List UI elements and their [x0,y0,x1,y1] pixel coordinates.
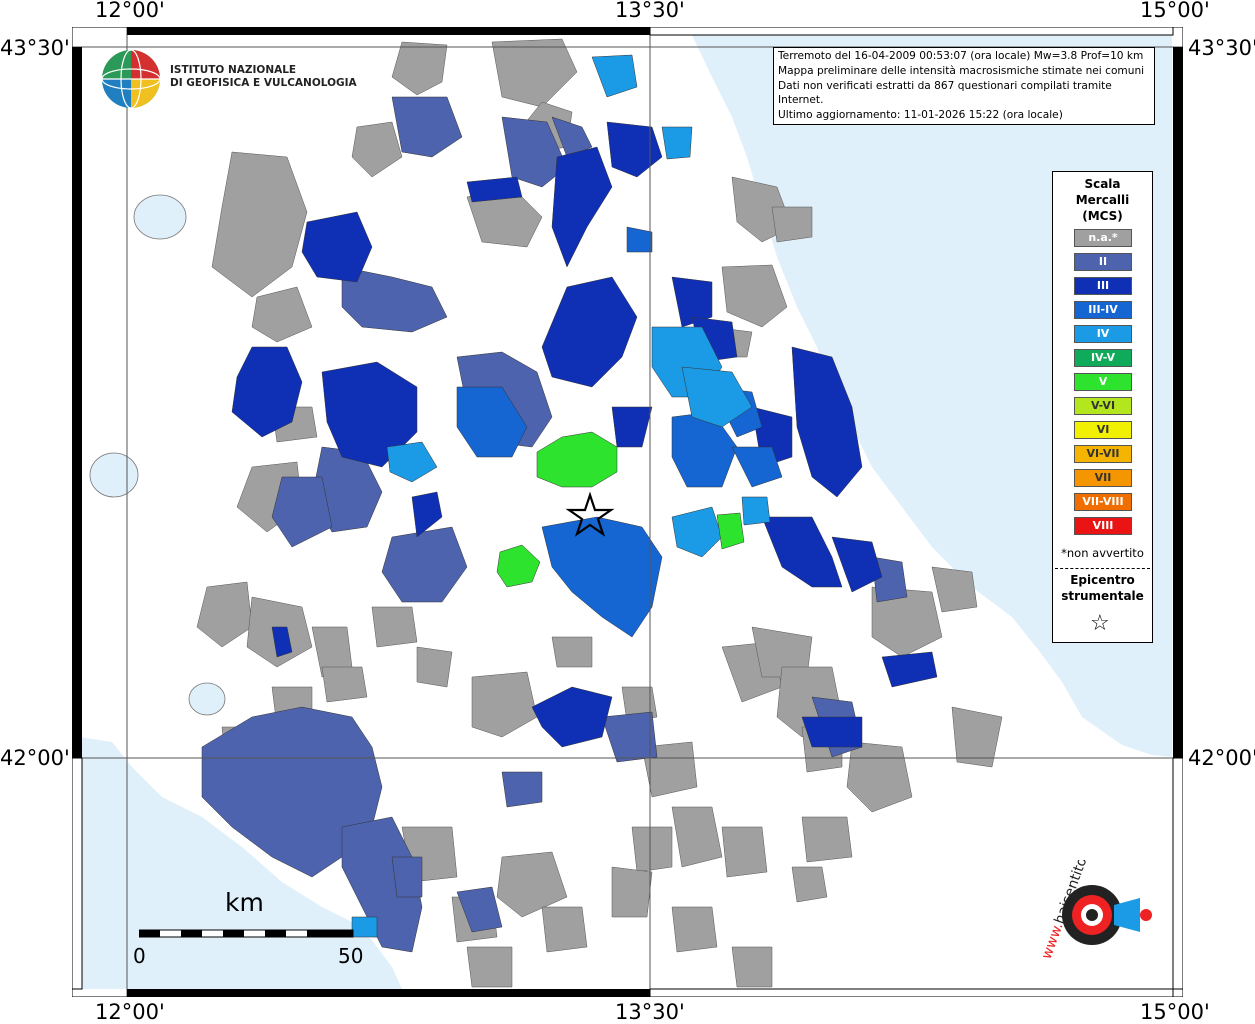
legend-epicenter-label: Epicentro strumentale [1053,572,1152,604]
intensity-III-IV [456,226,783,638]
lon-label-top-12: 12°00' [95,0,165,22]
lon-label-bottom-12: 12°00' [95,1000,165,1024]
lake-bolsena [89,452,139,498]
ingv-name: ISTITUTO NAZIONALE DI GEOFISICA E VULCAN… [170,64,357,90]
mcs-legend: Scala Mercalli (MCS) n.a.* II III III-IV IV I… [1052,171,1153,643]
legend-title-line3: (MCS) [1082,209,1123,223]
legend-item: IV [1074,325,1132,343]
legend-item: III [1074,277,1132,295]
epicenter-star [565,491,615,537]
intensity-V [496,431,745,588]
legend-item: VII [1074,469,1132,487]
intensity-II [201,96,908,953]
lat-label-left-42: 42°00' [0,746,70,770]
legend-item: n.a.* [1074,229,1132,247]
event-info-line1: Terremoto del 16-04-2009 00:53:07 (ora l… [778,50,1144,62]
scalebar-unit: km [225,888,264,917]
legend-item: V-VI [1074,397,1132,415]
event-info-line2: Mappa preliminare delle intensità macros… [778,64,1145,77]
event-info-line3: Dati non verificati estratti da 867 ques… [778,79,1112,107]
intensity-III [231,121,938,748]
lake-trasimeno [133,194,187,240]
event-info-line4: Ultimo aggiornamento: 11-01-2026 15:22 (… [778,109,1063,122]
ingv-name-line2: DI GEOFISICA E VULCANOLOGIA [170,77,357,89]
ingv-name-line1: ISTITUTO NAZIONALE [170,64,297,76]
legend-star-icon: ☆ [1090,611,1110,636]
legend-epicenter-line1: Epicentro [1070,573,1135,587]
lat-label-left-43-30: 43°30' [0,36,70,60]
legend-item: VI [1074,421,1132,439]
lat-label-right-43-30: 43°30' [1188,36,1255,60]
legend-title-line2: Mercalli [1075,193,1130,207]
legend-title-line1: Scala [1084,177,1121,191]
lon-label-bottom-13-30: 13°30' [615,1000,685,1024]
legend-title: Scala Mercalli (MCS) [1053,176,1152,224]
lat-label-right-42: 42°00' [1188,746,1255,770]
legend-item: VII-VIII [1074,493,1132,511]
lon-label-top-13-30: 13°30' [615,0,685,22]
legend-separator [1055,568,1150,569]
legend-note: *non avvertito [1061,546,1144,560]
map-frame-border [72,27,1183,997]
intensity-map[interactable] [72,27,1183,997]
ingv-logo [101,49,161,109]
legend-item: II [1074,253,1132,271]
scalebar-min: 0 [133,944,146,968]
lon-label-top-15: 15°00' [1140,0,1210,22]
legend-item: VIII [1074,517,1132,535]
scalebar [139,929,354,938]
legend-epicenter-line2: strumentale [1061,589,1144,603]
lake-bracciano [188,682,226,716]
scalebar-max: 50 [338,944,364,968]
legend-item: III-IV [1074,301,1132,319]
legend-item: VI-VII [1074,445,1132,463]
intensity-IV [351,54,771,938]
haisentito-logo: www.haisentitoilterremoto.it [1039,860,1152,962]
event-info-box: Terremoto del 16-04-2009 00:53:07 (ora l… [773,47,1155,125]
legend-item: V [1074,373,1132,391]
tyrrhenian-sea [80,737,402,989]
haisentito-logo-text-www: www. [1039,921,1067,962]
legend-item: IV-V [1074,349,1132,367]
lon-label-bottom-15: 15°00' [1140,1000,1210,1024]
